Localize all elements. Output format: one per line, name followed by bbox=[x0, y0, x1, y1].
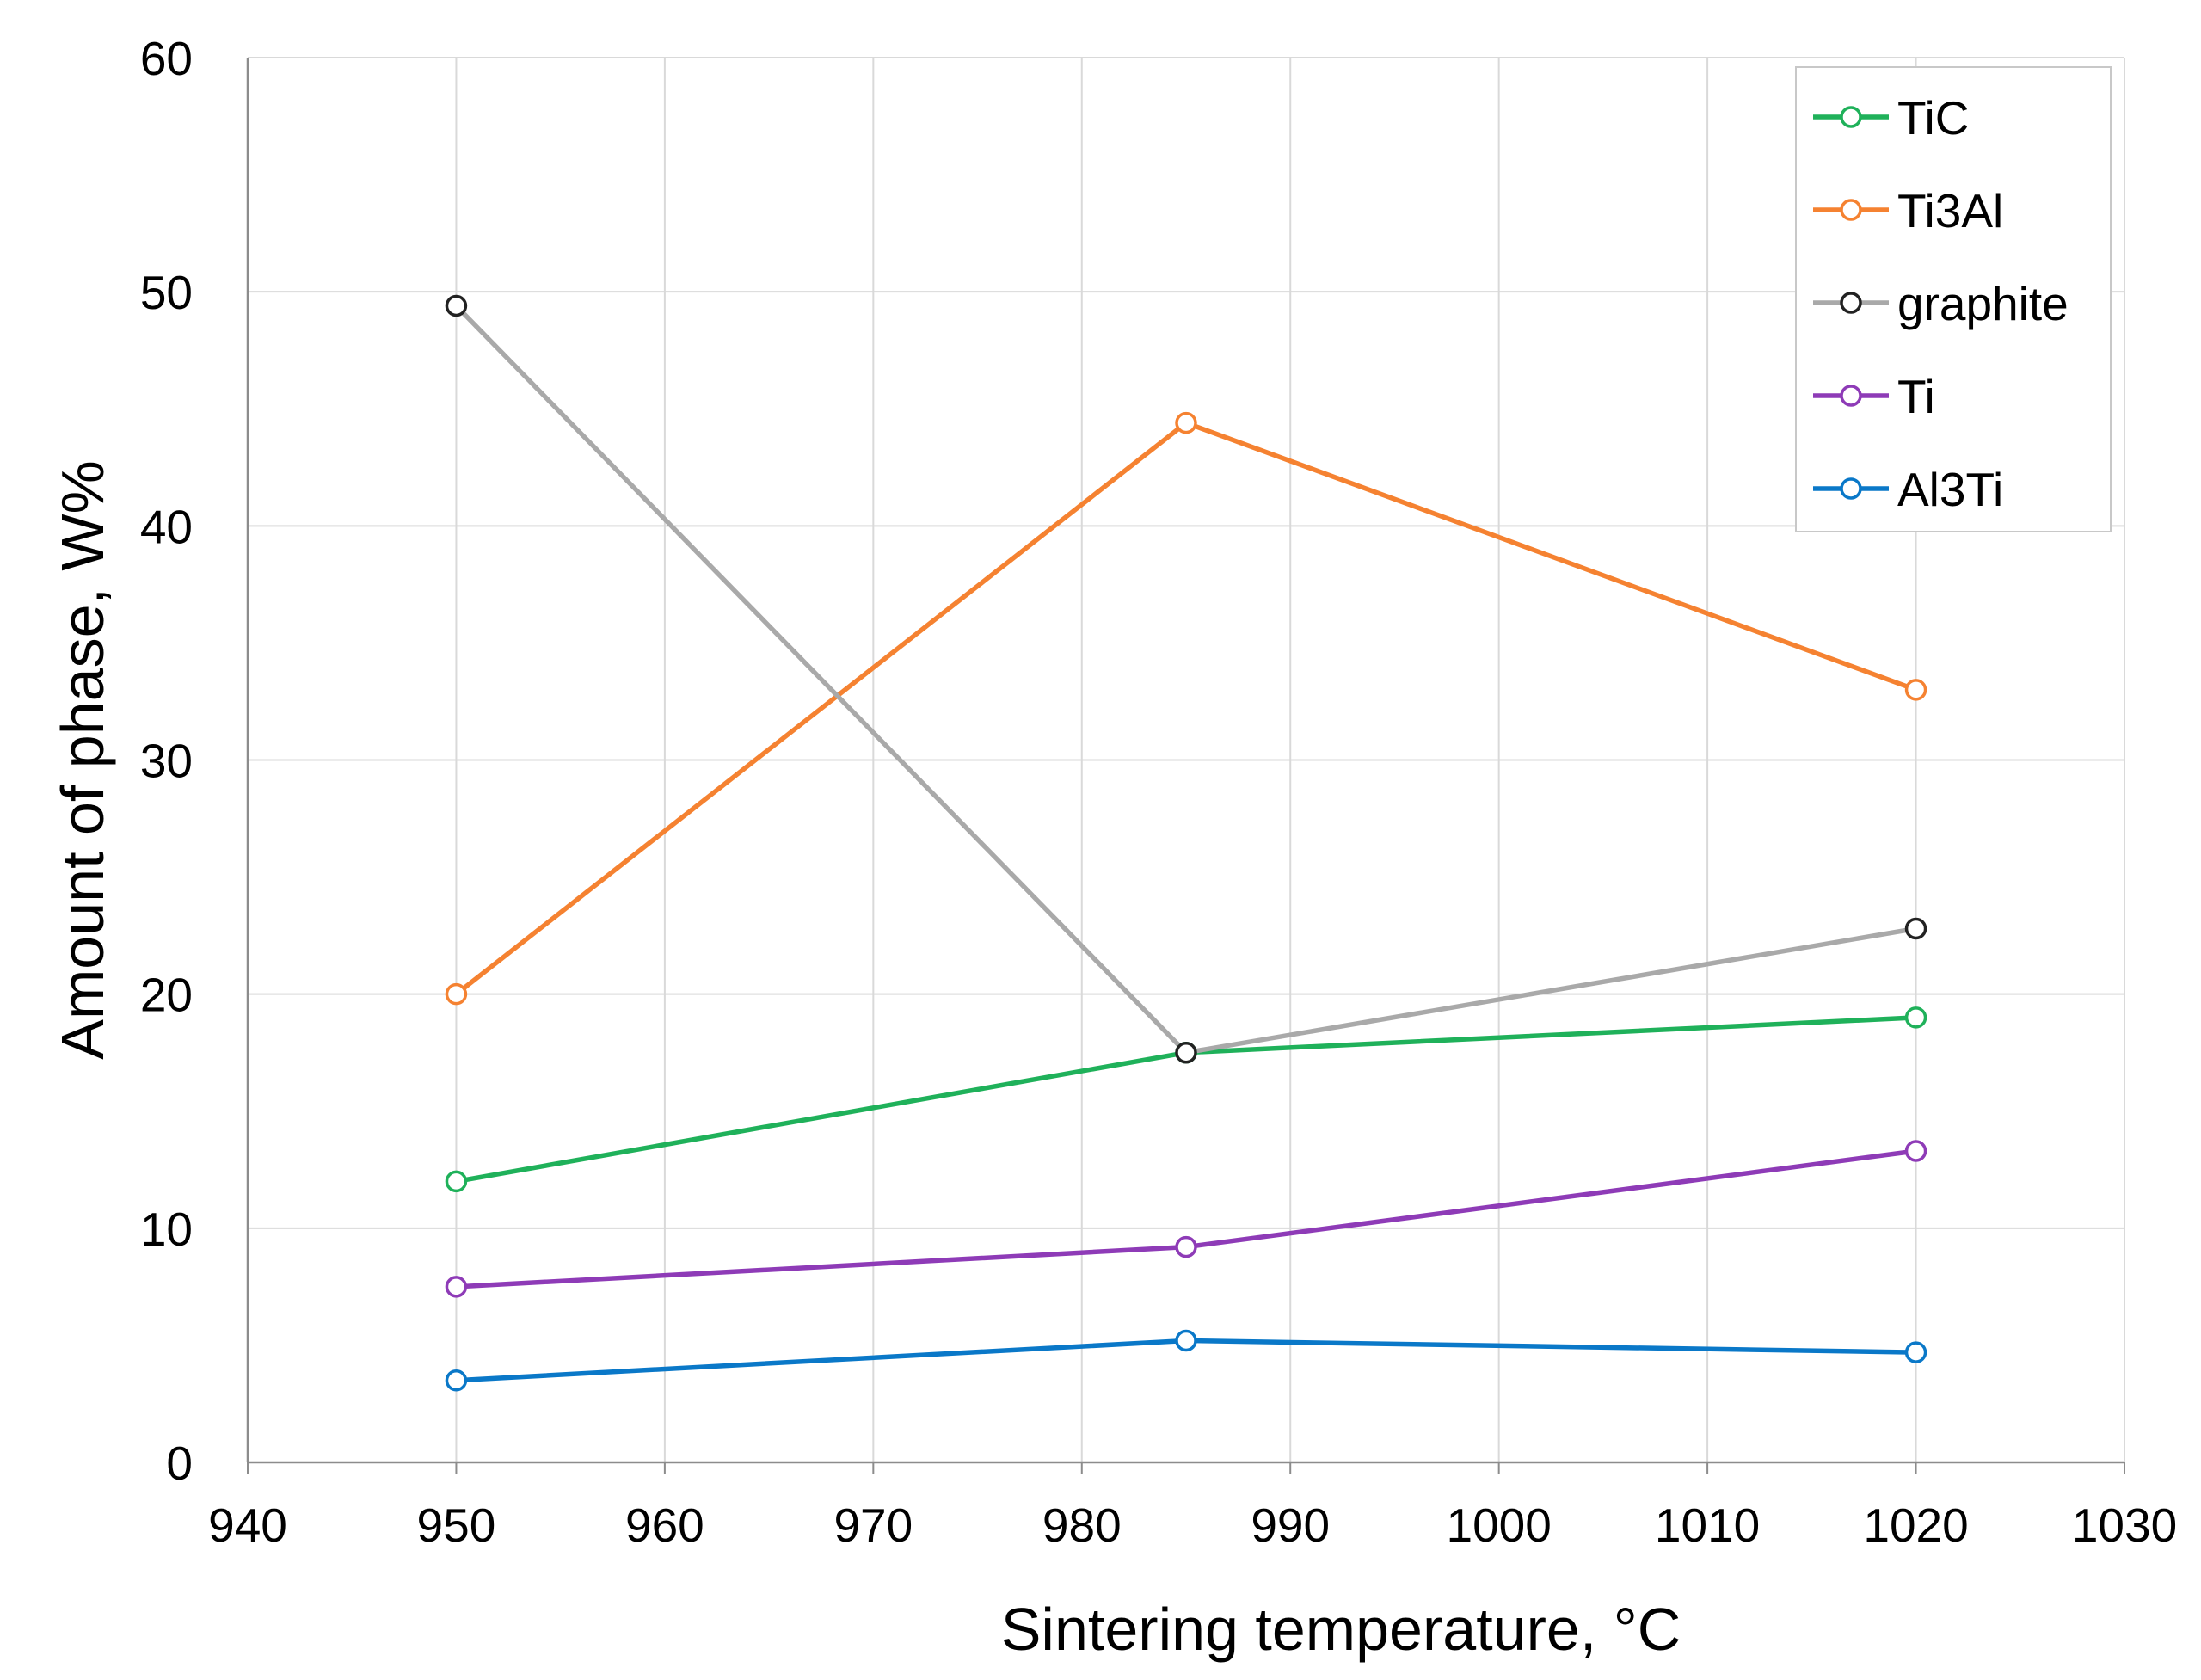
y-tick-label: 0 bbox=[166, 1437, 193, 1490]
x-tick-label: 950 bbox=[417, 1498, 496, 1552]
legend-marker-Ti3Al bbox=[1840, 199, 1862, 221]
legend-label-Ti3Al: Ti3Al bbox=[1897, 184, 2003, 237]
x-tick-label: 1020 bbox=[1863, 1498, 1968, 1552]
x-tick-label: 960 bbox=[625, 1498, 704, 1552]
legend-label-Ti: Ti bbox=[1897, 370, 1935, 423]
x-tick-label: 970 bbox=[833, 1498, 913, 1552]
x-tick-label: 980 bbox=[1042, 1498, 1122, 1552]
data-point-Ti bbox=[445, 1276, 468, 1298]
data-point-Ti bbox=[1904, 1140, 1927, 1162]
data-point-Ti bbox=[1175, 1235, 1197, 1258]
x-axis-title: Sintering temperature, °C bbox=[1001, 1596, 1681, 1663]
legend: TiC Ti3Al graphite Ti Al3Ti bbox=[1795, 66, 2112, 532]
legend-label-Al3Ti: Al3Ti bbox=[1897, 463, 2003, 516]
y-tick-label: 10 bbox=[140, 1203, 193, 1256]
data-point-graphite bbox=[1904, 917, 1927, 940]
data-point-Ti3Al bbox=[445, 982, 468, 1006]
y-tick-label: 30 bbox=[140, 735, 193, 788]
tick-labels: 940 950 960 970 980 990 1000 1010 1020 1030010203… bbox=[140, 32, 2177, 1552]
y-axis-title: Amount of phase, W% bbox=[49, 460, 116, 1059]
data-point-Ti3Al bbox=[1904, 679, 1927, 701]
legend-marker-Al3Ti bbox=[1840, 477, 1862, 500]
y-tick-label: 60 bbox=[140, 32, 193, 85]
y-tick-label: 40 bbox=[140, 500, 193, 553]
y-tick-label: 50 bbox=[140, 266, 193, 319]
legend-marker-graphite bbox=[1840, 292, 1862, 314]
data-point-Al3Ti bbox=[445, 1369, 468, 1392]
data-point-graphite bbox=[445, 294, 468, 317]
data-point-Al3Ti bbox=[1904, 1341, 1927, 1363]
y-tick-label: 20 bbox=[140, 969, 193, 1022]
x-tick-label: 990 bbox=[1251, 1498, 1330, 1552]
legend-label-graphite: graphite bbox=[1897, 277, 2069, 330]
data-point-Al3Ti bbox=[1175, 1329, 1197, 1352]
axes bbox=[246, 58, 2125, 1474]
x-tick-label: 1030 bbox=[2072, 1498, 2177, 1552]
data-series bbox=[445, 294, 1927, 1392]
legend-marker-Ti bbox=[1840, 385, 1862, 407]
data-point-graphite bbox=[1175, 1041, 1197, 1064]
legend-marker-TiC bbox=[1840, 106, 1862, 128]
x-tick-label: 940 bbox=[208, 1498, 287, 1552]
x-tick-label: 1000 bbox=[1446, 1498, 1551, 1552]
data-point-Ti3Al bbox=[1175, 411, 1197, 434]
data-point-TiC bbox=[1904, 1006, 1927, 1029]
x-tick-label: 1010 bbox=[1655, 1498, 1760, 1552]
data-point-TiC bbox=[445, 1170, 468, 1193]
legend-label-TiC: TiC bbox=[1897, 91, 1970, 145]
